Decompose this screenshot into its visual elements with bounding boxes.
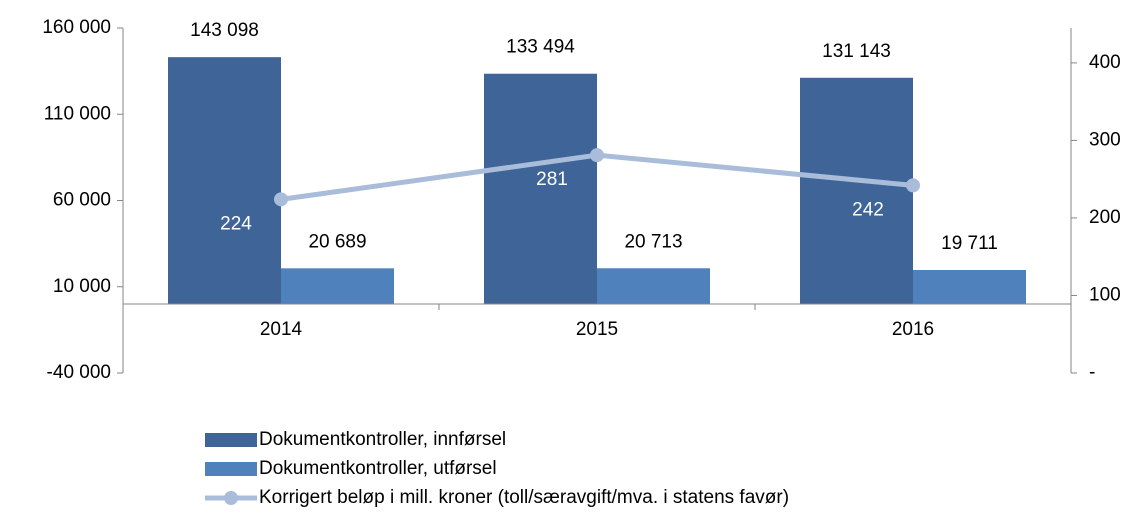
legend-label: Dokumentkontroller, innførsel — [259, 429, 506, 450]
y2-tick-label: 300 — [1089, 129, 1121, 150]
data-label: 20 713 — [624, 231, 682, 252]
data-label: 143 098 — [190, 20, 259, 41]
y2-tick-label: 100 — [1089, 284, 1121, 305]
line-marker — [906, 178, 920, 193]
data-label: 131 143 — [822, 41, 891, 62]
data-label: 19 711 — [941, 233, 998, 254]
line-marker — [274, 192, 288, 207]
data-label: 20 689 — [308, 231, 366, 252]
data-label: 133 494 — [506, 37, 575, 58]
x-tick-label: 2014 — [260, 319, 303, 340]
y2-tick-label: 200 — [1089, 207, 1121, 228]
data-label: 281 — [536, 169, 568, 190]
data-label: 242 — [852, 199, 884, 220]
legend-swatch — [205, 462, 257, 476]
legend-swatch — [205, 433, 257, 447]
bar — [281, 268, 394, 304]
legend-label: Dokumentkontroller, utførsel — [259, 458, 497, 479]
y-tick-label: 160 000 — [42, 17, 111, 38]
bar — [168, 57, 281, 305]
x-tick-label: 2015 — [576, 319, 618, 340]
bar — [484, 73, 597, 305]
y-tick-label: -40 000 — [47, 362, 111, 383]
x-tick-label: 2016 — [892, 319, 934, 340]
bar — [913, 269, 1026, 304]
y2-tick-label: 400 — [1089, 52, 1121, 73]
y-tick-label: 110 000 — [44, 103, 111, 124]
legend-swatch — [224, 491, 238, 505]
y2-tick-label: - — [1089, 362, 1095, 383]
y-tick-label: 60 000 — [53, 190, 111, 211]
data-label: 224 — [220, 213, 252, 234]
bar — [800, 77, 913, 305]
bar — [597, 268, 710, 304]
line-marker — [590, 148, 604, 163]
legend-label: Korrigert beløp i mill. kroner (toll/sær… — [259, 487, 789, 508]
y-tick-label: 10 000 — [53, 276, 111, 297]
